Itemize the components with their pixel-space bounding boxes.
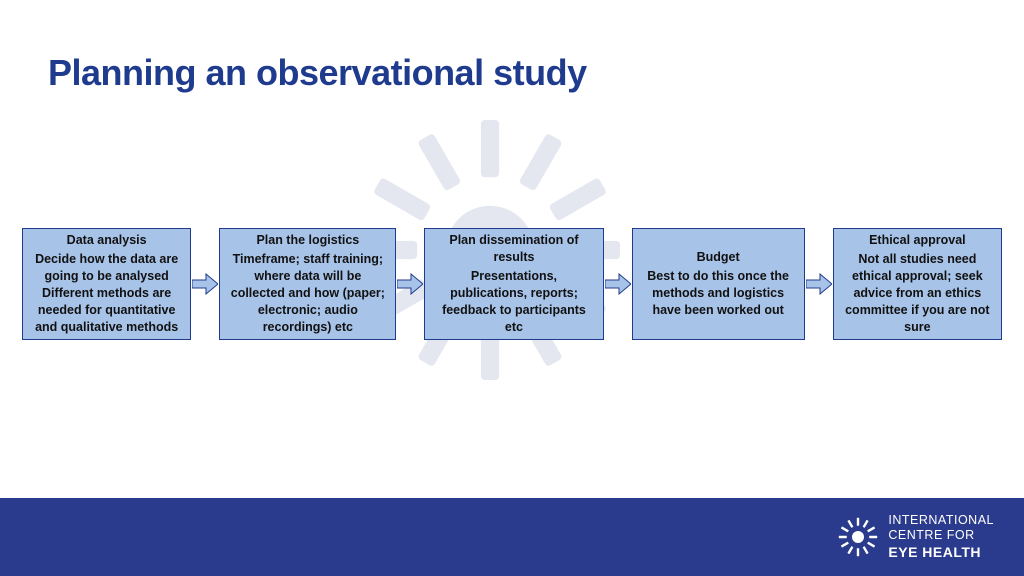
flow-box-heading: Budget [641, 249, 796, 266]
flow-box-1: Plan the logistics Timeframe; staff train… [219, 228, 396, 340]
org-logo: INTERNATIONAL CENTRE FOR EYE HEALTH [838, 513, 994, 562]
flow-box-body: Not all studies need ethical approval; s… [842, 251, 993, 335]
footer-bar: INTERNATIONAL CENTRE FOR EYE HEALTH [0, 498, 1024, 576]
flow-arrow-icon [604, 269, 632, 299]
org-line1: INTERNATIONAL [888, 513, 994, 529]
flow-box-body: Timeframe; staff training; where data wi… [228, 251, 387, 335]
org-name: INTERNATIONAL CENTRE FOR EYE HEALTH [888, 513, 994, 562]
flow-box-body: Best to do this once the methods and log… [641, 268, 796, 319]
flow-box-heading: Data analysis [31, 232, 182, 249]
flow-arrow-icon [191, 269, 219, 299]
flowchart: Data analysis Decide how the data are goi… [22, 228, 1002, 340]
flow-box-heading: Plan dissemination of results [433, 232, 594, 266]
org-line2: CENTRE FOR [888, 528, 994, 544]
page-title: Planning an observational study [48, 52, 587, 94]
flow-box-0: Data analysis Decide how the data are goi… [22, 228, 191, 340]
flow-box-4: Ethical approval Not all studies need eth… [833, 228, 1002, 340]
flow-box-body: Decide how the data are going to be anal… [31, 251, 182, 335]
sunburst-logo-icon [838, 517, 878, 557]
flow-box-heading: Plan the logistics [228, 232, 387, 249]
flow-box-3: Budget Best to do this once the methods a… [632, 228, 805, 340]
flow-box-2: Plan dissemination of resultsPresentatio… [424, 228, 603, 340]
flow-arrow-icon [805, 269, 833, 299]
org-line3: EYE HEALTH [888, 544, 994, 562]
flow-arrow-icon [396, 269, 424, 299]
flow-box-body: Presentations, publications, reports; fe… [433, 268, 594, 336]
flow-box-heading: Ethical approval [842, 232, 993, 249]
